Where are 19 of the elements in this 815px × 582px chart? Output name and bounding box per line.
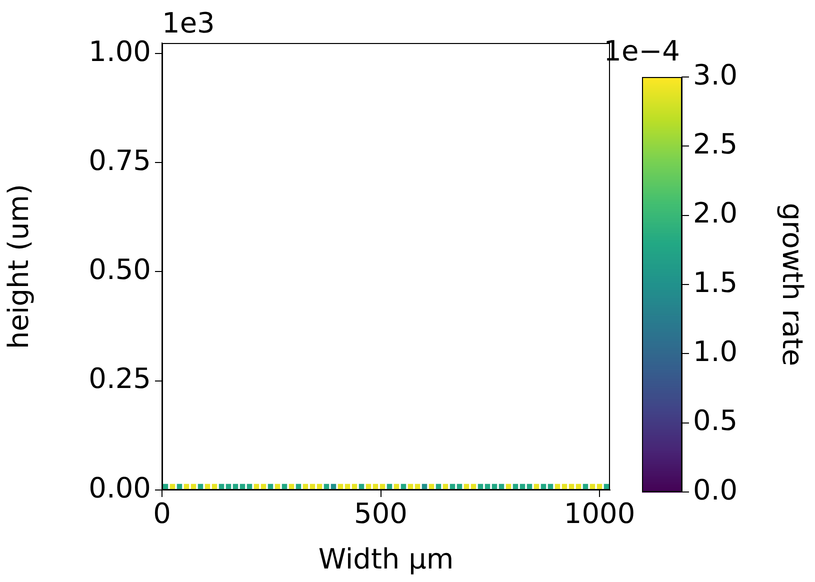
color-bar-label: 0.5 bbox=[693, 404, 738, 438]
y-tick-label: 0.75 bbox=[88, 144, 151, 177]
y-tick-label: 1.00 bbox=[88, 34, 151, 68]
x-axis-title: Width μm bbox=[318, 542, 454, 576]
color-bar-label: 1.5 bbox=[693, 266, 738, 299]
color-bar-label: 2.0 bbox=[693, 196, 738, 230]
x-tick-label: 0 bbox=[153, 497, 171, 530]
y-axis-title: height (um) bbox=[2, 184, 36, 350]
color-bar-label: 2.5 bbox=[693, 127, 738, 160]
y-tick-label: 0.25 bbox=[88, 362, 151, 396]
y-tick-label: 0.00 bbox=[88, 471, 151, 504]
y-tick-label: 0.50 bbox=[88, 253, 151, 286]
x-tick-label: 1000 bbox=[564, 497, 636, 530]
color-bar-title: growth rate bbox=[776, 202, 809, 366]
x-tick-label: 500 bbox=[354, 497, 408, 530]
text: 1e3 bbox=[162, 6, 215, 40]
color-bar-label: 3.0 bbox=[693, 58, 738, 92]
color-bar-label: 0.0 bbox=[693, 473, 738, 506]
color-bar-label: 1.0 bbox=[693, 334, 738, 368]
